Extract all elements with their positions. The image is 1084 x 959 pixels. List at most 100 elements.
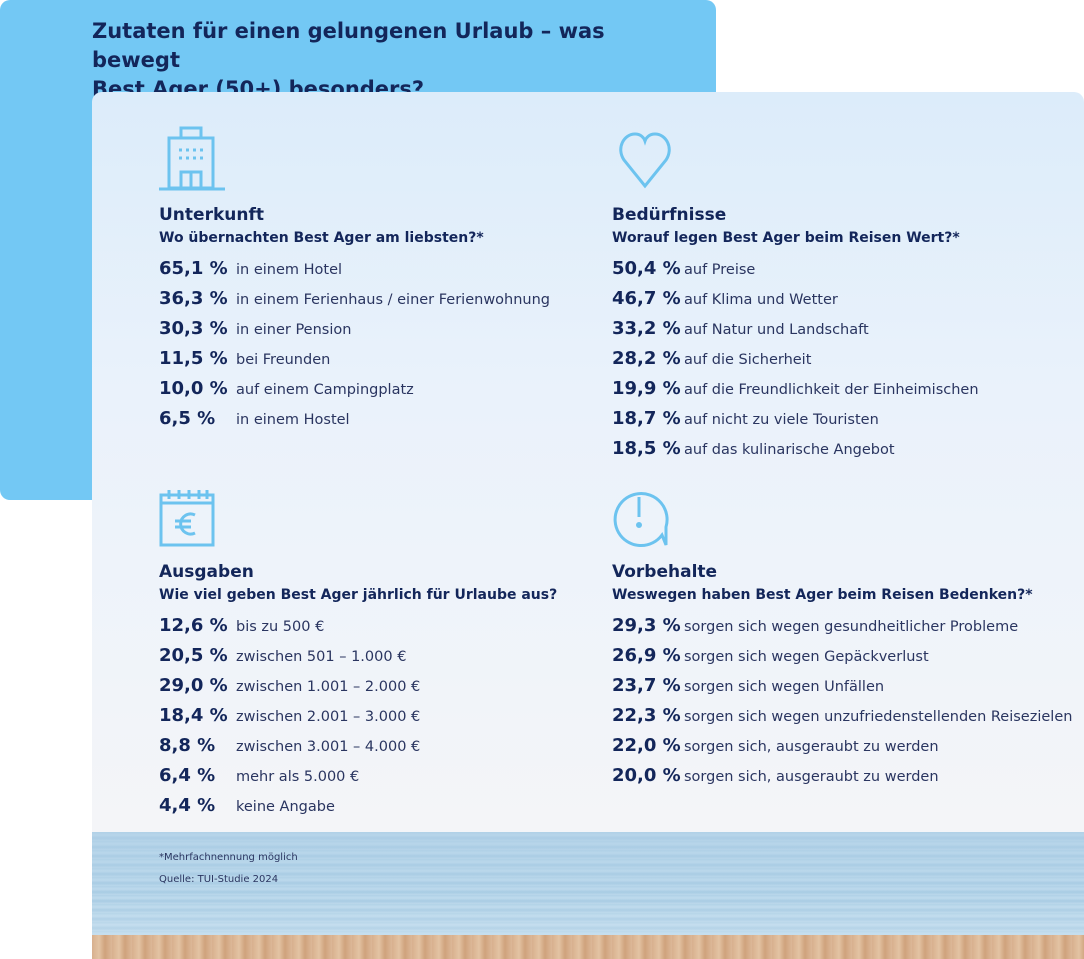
stat-value: 8,8 % <box>159 735 216 756</box>
stat-value: 23,7 % <box>612 675 681 696</box>
beach-sand <box>92 935 1084 959</box>
stat-row: 8,8 % zwischen 3.001 – 4.000 € <box>159 735 557 765</box>
section-ausgaben: Ausgaben Wie viel geben Best Ager jährli… <box>159 483 557 825</box>
stat-row: 18,5 % auf das kulinarische Angebot <box>612 438 979 468</box>
stat-label: zwischen 501 – 1.000 € <box>236 649 407 665</box>
stat-row: 28,2 % auf die Sicherheit <box>612 348 979 378</box>
stat-row: 18,7 % auf nicht zu viele Touristen <box>612 408 979 438</box>
stat-value: 20,5 % <box>159 645 228 666</box>
stat-row: 33,2 % auf Natur und Landschaft <box>612 318 979 348</box>
source-note: Quelle: TUI-Studie 2024 <box>159 874 279 885</box>
stat-label: in einem Hotel <box>236 262 343 278</box>
stat-label: zwischen 3.001 – 4.000 € <box>236 739 421 755</box>
stat-label: auf einem Campingplatz <box>236 382 414 398</box>
stat-label: in einer Pension <box>236 322 352 338</box>
section-heading: Bedürfnisse <box>612 205 727 225</box>
stat-value: 6,5 % <box>159 408 216 429</box>
stat-value: 6,4 % <box>159 765 216 786</box>
stat-row: 22,3 % sorgen sich wegen unzufriedenstell… <box>612 705 1072 735</box>
sea-background <box>92 832 1084 942</box>
section-vorbehalte: Vorbehalte Weswegen haben Best Ager beim… <box>612 483 1072 795</box>
stat-label: zwischen 2.001 – 3.000 € <box>236 709 421 725</box>
footnote: *Mehrfachnennung möglich <box>159 852 298 863</box>
section-unterkunft: Unterkunft Wo übernachten Best Ager am l… <box>159 126 550 438</box>
speech-bubble-exclamation-icon <box>613 492 669 548</box>
stat-label: sorgen sich wegen Gepäckverlust <box>684 649 929 665</box>
stat-label: bis zu 500 € <box>236 619 325 635</box>
stat-label: auf die Sicherheit <box>684 352 812 368</box>
stat-label: sorgen sich wegen Unfällen <box>684 679 885 695</box>
stat-row: 18,4 % zwischen 2.001 – 3.000 € <box>159 705 557 735</box>
calendar-euro-icon <box>159 490 215 547</box>
stat-value: 18,5 % <box>612 438 681 459</box>
stat-value: 11,5 % <box>159 348 228 369</box>
stat-label: in einem Hostel <box>236 412 350 428</box>
stat-row: 50,4 % auf Preise <box>612 258 979 288</box>
stat-value: 29,0 % <box>159 675 228 696</box>
stat-row: 46,7 % auf Klima und Wetter <box>612 288 979 318</box>
stat-label: auf das kulinarische Angebot <box>684 442 895 458</box>
stat-label: bei Freunden <box>236 352 331 368</box>
section-question: Worauf legen Best Ager beim Reisen Wert?… <box>612 230 960 246</box>
stat-label: auf Preise <box>684 262 756 278</box>
section-beduerfnisse: Bedürfnisse Worauf legen Best Ager beim … <box>612 126 979 468</box>
section-question: Wo übernachten Best Ager am liebsten?* <box>159 230 484 246</box>
stat-label: sorgen sich, ausgeraubt zu werden <box>684 739 939 755</box>
stat-row: 23,7 % sorgen sich wegen Unfällen <box>612 675 1072 705</box>
stat-label: sorgen sich, ausgeraubt zu werden <box>684 769 939 785</box>
stat-row: 10,0 % auf einem Campingplatz <box>159 378 550 408</box>
stat-row: 30,3 % in einer Pension <box>159 318 550 348</box>
stat-value: 10,0 % <box>159 378 228 399</box>
stat-value: 12,6 % <box>159 615 228 636</box>
section-question: Weswegen haben Best Ager beim Reisen Bed… <box>612 587 1033 603</box>
stat-label: auf die Freundlichkeit der Einheimischen <box>684 382 979 398</box>
stat-value: 18,4 % <box>159 705 228 726</box>
stat-value: 65,1 % <box>159 258 228 279</box>
stat-row: 20,5 % zwischen 501 – 1.000 € <box>159 645 557 675</box>
stat-value: 33,2 % <box>612 318 681 339</box>
heart-icon <box>619 132 671 189</box>
stat-row: 65,1 % in einem Hotel <box>159 258 550 288</box>
stat-row: 29,0 % zwischen 1.001 – 2.000 € <box>159 675 557 705</box>
stat-row: 4,4 % keine Angabe <box>159 795 557 825</box>
stat-value: 28,2 % <box>612 348 681 369</box>
stat-row: 36,3 % in einem Ferienhaus / einer Ferien… <box>159 288 550 318</box>
stat-row: 11,5 % bei Freunden <box>159 348 550 378</box>
stat-label: mehr als 5.000 € <box>236 769 360 785</box>
stat-value: 4,4 % <box>159 795 216 816</box>
section-question: Wie viel geben Best Ager jährlich für Ur… <box>159 587 558 603</box>
stat-label: keine Angabe <box>236 799 335 815</box>
stat-label: sorgen sich wegen gesundheitlicher Probl… <box>684 619 1019 635</box>
stat-label: sorgen sich wegen unzufriedenstellenden … <box>684 709 1073 725</box>
section-heading: Ausgaben <box>159 562 254 582</box>
building-icon <box>159 126 225 191</box>
stat-value: 18,7 % <box>612 408 681 429</box>
section-heading: Vorbehalte <box>612 562 718 582</box>
stat-row: 29,3 % sorgen sich wegen gesundheitlicher… <box>612 615 1072 645</box>
stat-row: 22,0 % sorgen sich, ausgeraubt zu werden <box>612 735 1072 765</box>
stat-value: 22,3 % <box>612 705 681 726</box>
stat-label: auf Natur und Landschaft <box>684 322 869 338</box>
stat-value: 50,4 % <box>612 258 681 279</box>
infographic-panel: Unterkunft Wo übernachten Best Ager am l… <box>92 92 1084 959</box>
stat-value: 22,0 % <box>612 735 681 756</box>
stat-label: in einem Ferienhaus / einer Ferienwohnun… <box>236 292 551 308</box>
stat-row: 26,9 % sorgen sich wegen Gepäckverlust <box>612 645 1072 675</box>
stat-row: 19,9 % auf die Freundlichkeit der Einheim… <box>612 378 979 408</box>
stat-value: 46,7 % <box>612 288 681 309</box>
section-heading: Unterkunft <box>159 205 264 225</box>
page-title: Zutaten für einen gelungenen Urlaub – wa… <box>92 17 692 104</box>
stat-row: 12,6 % bis zu 500 € <box>159 615 557 645</box>
title-line-1: Zutaten für einen gelungenen Urlaub – wa… <box>92 19 605 72</box>
stat-label: auf Klima und Wetter <box>684 292 838 308</box>
stat-label: zwischen 1.001 – 2.000 € <box>236 679 421 695</box>
stat-value: 29,3 % <box>612 615 681 636</box>
stat-value: 26,9 % <box>612 645 681 666</box>
stat-row: 6,4 % mehr als 5.000 € <box>159 765 557 795</box>
stat-value: 36,3 % <box>159 288 228 309</box>
stat-value: 19,9 % <box>612 378 681 399</box>
footnotes: *Mehrfachnennung möglich Quelle: TUI-Stu… <box>159 847 298 891</box>
stat-value: 20,0 % <box>612 765 681 786</box>
stat-row: 20,0 % sorgen sich, ausgeraubt zu werden <box>612 765 1072 795</box>
stat-value: 30,3 % <box>159 318 228 339</box>
